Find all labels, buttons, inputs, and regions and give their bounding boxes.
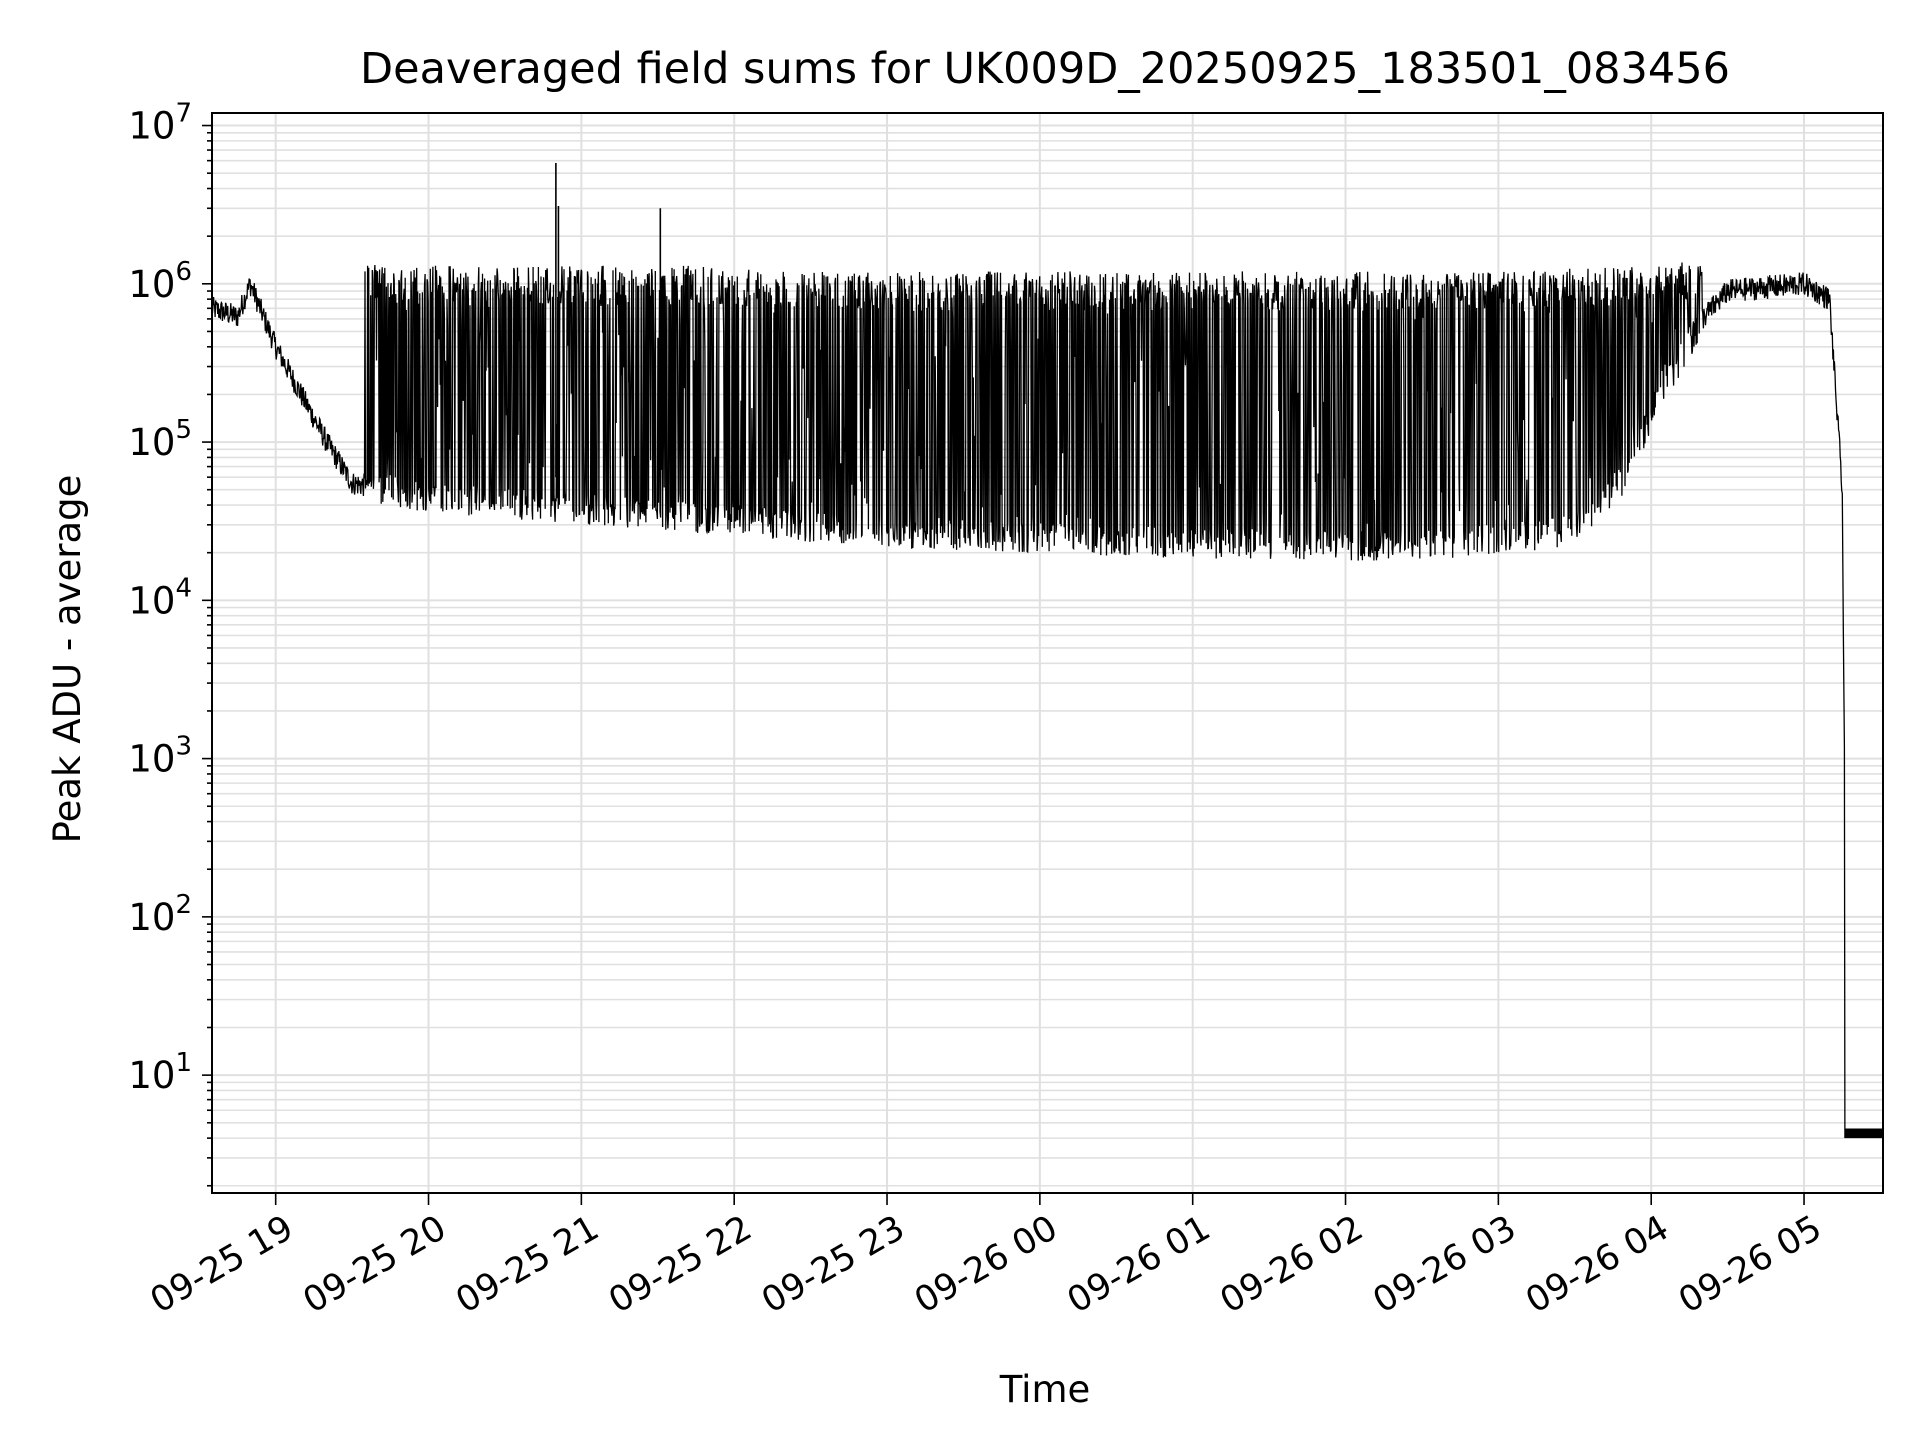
y-tick-label: 102 [128,890,192,939]
x-tick-label: 09-25 19 [144,1208,300,1321]
series-layer [211,162,1884,1139]
x-tick-label: 09-26 05 [1672,1208,1828,1321]
x-tick-label: 09-26 01 [1061,1208,1217,1321]
x-tick-label: 09-25 23 [755,1208,911,1321]
x-tick-label: 09-26 04 [1519,1208,1675,1321]
y-tick-label: 104 [128,573,192,622]
y-tick-label: 105 [128,415,192,464]
x-tick-label: 09-25 22 [602,1208,758,1321]
x-tick-label: 09-25 21 [450,1208,606,1321]
chart-title: Deaveraged field sums for UK009D_2025092… [360,44,1730,94]
y-tick-label: 107 [128,99,192,148]
y-tick-label: 101 [128,1048,192,1097]
y-tick-label: 103 [128,732,192,781]
x-axis-label: Time [999,1368,1091,1411]
x-tick-label: 09-26 02 [1214,1208,1370,1321]
series-line [211,262,1884,1139]
x-tick-label: 09-26 03 [1367,1208,1523,1321]
x-tick-label: 09-25 20 [297,1208,453,1321]
y-tick-label: 106 [128,257,192,306]
plot-frame [211,112,1884,1194]
y-axis-label: Peak ADU - average [46,475,89,844]
x-tick-label: 09-26 00 [908,1208,1064,1321]
